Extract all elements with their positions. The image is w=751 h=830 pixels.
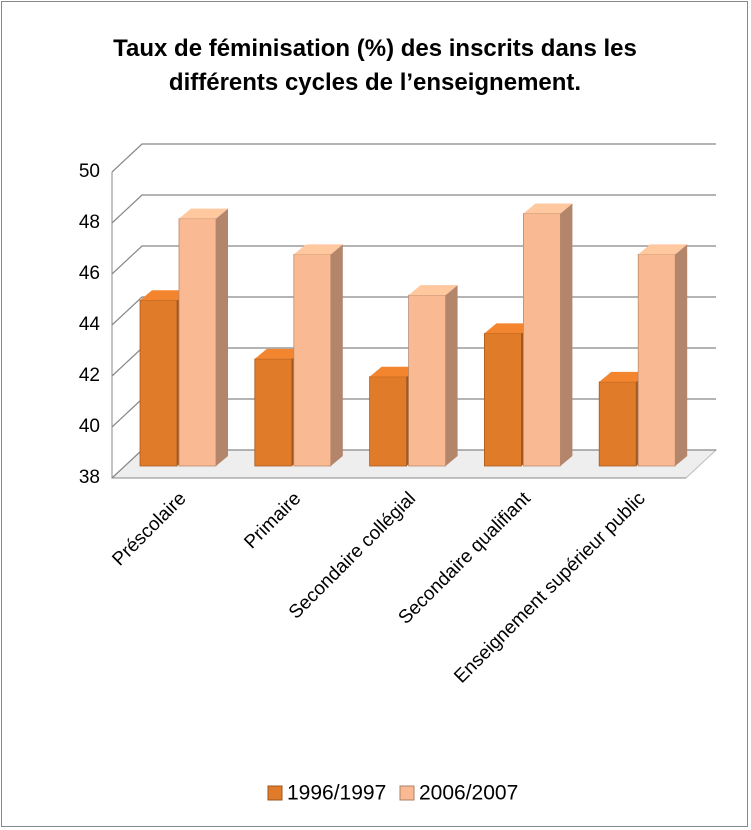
legend-label: 1996/1997 — [287, 782, 386, 805]
bar-front — [178, 218, 217, 467]
bar-top — [140, 290, 189, 301]
bar-side — [560, 203, 573, 467]
x-tick-label: Enseignement supérieur public — [450, 488, 649, 687]
bar-side — [216, 208, 228, 466]
bar-side — [445, 285, 458, 466]
bar — [637, 244, 688, 467]
y-tick-label: 44 — [79, 314, 101, 335]
bar — [408, 285, 458, 467]
legend-swatch — [267, 785, 283, 801]
bar-side — [330, 244, 343, 466]
bar — [523, 203, 573, 467]
bar-front — [637, 253, 676, 467]
x-tick-label: Préscolaire — [108, 488, 190, 570]
y-tick-label: 42 — [79, 365, 100, 386]
bar-top — [523, 203, 573, 214]
bar-side — [675, 244, 688, 466]
legend-swatch — [399, 785, 415, 801]
y-tick-label: 40 — [79, 416, 100, 437]
y-tick-label: 46 — [79, 263, 100, 284]
bar-top — [369, 366, 419, 377]
bar-front — [598, 381, 637, 467]
y-tick-label: 50 — [79, 161, 100, 182]
bar — [178, 208, 228, 467]
bar-front — [254, 358, 293, 467]
bar-front — [369, 376, 408, 467]
bar-front — [408, 294, 447, 467]
bar-top — [254, 348, 304, 359]
bar-front — [523, 213, 561, 467]
bar-top — [293, 244, 343, 255]
bar-front — [483, 332, 522, 467]
bar-front — [293, 253, 332, 467]
legend-label: 2006/2007 — [419, 782, 518, 805]
bar-front — [139, 299, 178, 467]
bar-top — [484, 323, 534, 334]
y-tick-label: 38 — [79, 467, 100, 488]
bar-top — [179, 208, 228, 219]
grid-line — [111, 194, 716, 224]
grid-line — [111, 143, 716, 173]
bar — [293, 244, 343, 467]
bar-top — [408, 285, 458, 296]
chart-title: Taux de féminisation (%) des inscrits da… — [113, 35, 637, 96]
x-tick-label: Primaire — [240, 488, 305, 553]
bar-top — [599, 371, 649, 382]
y-tick-label: 48 — [79, 212, 100, 233]
x-tick-label: Secondaire collégial — [285, 488, 420, 623]
bar-top — [638, 244, 688, 255]
